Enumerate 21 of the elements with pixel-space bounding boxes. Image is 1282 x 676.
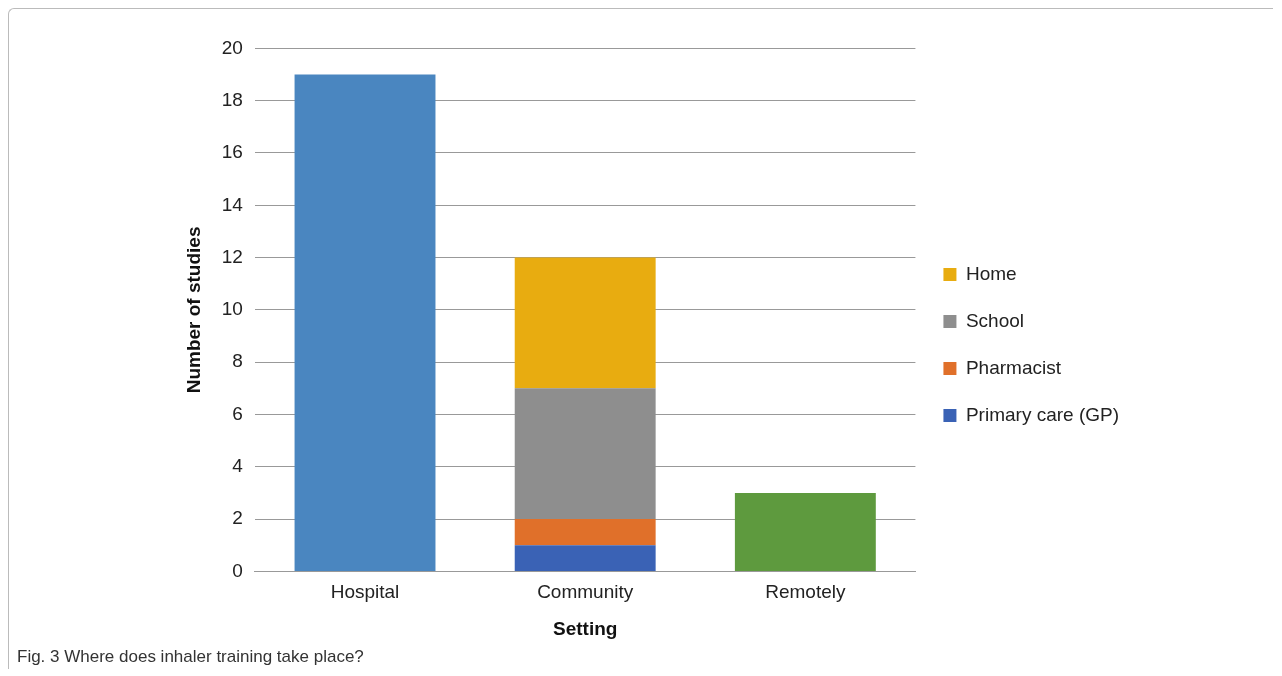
y-tick-label: 0 (232, 559, 243, 581)
legend-label: Home (965, 262, 1017, 284)
y-tick-label: 4 (232, 455, 244, 477)
legend-label: School (965, 309, 1025, 331)
y-tick-label: 14 (221, 193, 244, 215)
legend-label: Pharmacist (965, 356, 1062, 378)
x-tick-label: Community (537, 581, 634, 603)
y-tick-label: 10 (221, 298, 243, 320)
y-tick-label: 18 (221, 88, 243, 110)
y-tick-label: 16 (221, 141, 243, 163)
x-axis-title: Setting (552, 617, 618, 639)
x-tick-label: Remotely (765, 581, 846, 603)
y-tick-label: 20 (221, 36, 243, 58)
y-tick-label: 12 (221, 245, 243, 267)
x-tick-label: Hospital (330, 581, 400, 603)
y-tick-label: 6 (232, 402, 243, 424)
caption: Fig. 3 Where does inhaler training take place? (16, 646, 365, 668)
legend-label: Primary care (GP) (965, 403, 1120, 425)
y-tick-label: 8 (232, 350, 243, 372)
y-tick-label: 2 (232, 507, 243, 529)
y-axis-title: Number of studies (182, 226, 204, 394)
